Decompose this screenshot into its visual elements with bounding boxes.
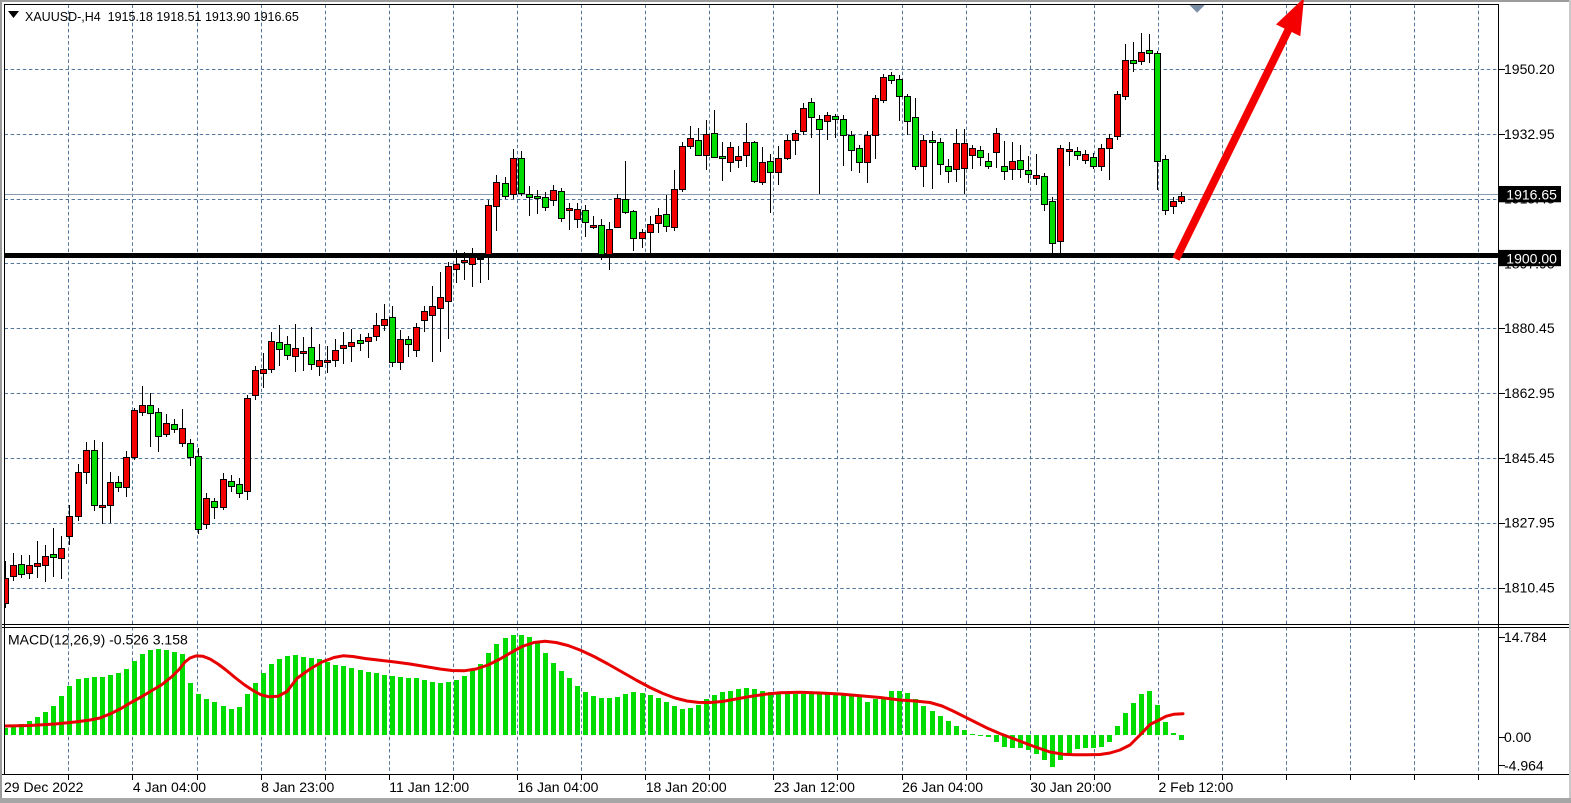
svg-text:1900.00: 1900.00 bbox=[1506, 251, 1557, 267]
svg-text:0.00: 0.00 bbox=[1504, 729, 1531, 745]
svg-text:11 Jan 12:00: 11 Jan 12:00 bbox=[389, 779, 469, 795]
svg-text:1862.95: 1862.95 bbox=[1504, 385, 1555, 401]
svg-text:1827.95: 1827.95 bbox=[1504, 515, 1555, 531]
svg-text:26 Jan 04:00: 26 Jan 04:00 bbox=[902, 779, 983, 795]
svg-text:16 Jan 04:00: 16 Jan 04:00 bbox=[518, 779, 599, 795]
svg-text:8 Jan 23:00: 8 Jan 23:00 bbox=[261, 779, 334, 795]
svg-text:1880.45: 1880.45 bbox=[1504, 320, 1555, 336]
svg-text:-4.964: -4.964 bbox=[1504, 757, 1544, 773]
svg-text:14.784: 14.784 bbox=[1504, 629, 1547, 645]
svg-text:1950.20: 1950.20 bbox=[1504, 61, 1555, 77]
svg-text:1845.45: 1845.45 bbox=[1504, 450, 1555, 466]
svg-text:MACD(12,26,9) -0.526 3.158: MACD(12,26,9) -0.526 3.158 bbox=[8, 632, 188, 648]
svg-text:XAUUSD-,H4 1915.18 1918.51 19: XAUUSD-,H4 1915.18 1918.51 1913.90 1916.… bbox=[25, 10, 299, 24]
svg-text:1932.95: 1932.95 bbox=[1504, 126, 1555, 142]
svg-text:18 Jan 20:00: 18 Jan 20:00 bbox=[646, 779, 727, 795]
svg-text:29 Dec 2022: 29 Dec 2022 bbox=[4, 779, 84, 795]
svg-text:23 Jan 12:00: 23 Jan 12:00 bbox=[774, 779, 855, 795]
svg-text:1810.45: 1810.45 bbox=[1504, 579, 1555, 595]
svg-text:30 Jan 20:00: 30 Jan 20:00 bbox=[1030, 779, 1111, 795]
svg-text:2 Feb 12:00: 2 Feb 12:00 bbox=[1159, 779, 1234, 795]
svg-text:4 Jan 04:00: 4 Jan 04:00 bbox=[133, 779, 206, 795]
svg-text:1916.65: 1916.65 bbox=[1506, 187, 1557, 203]
